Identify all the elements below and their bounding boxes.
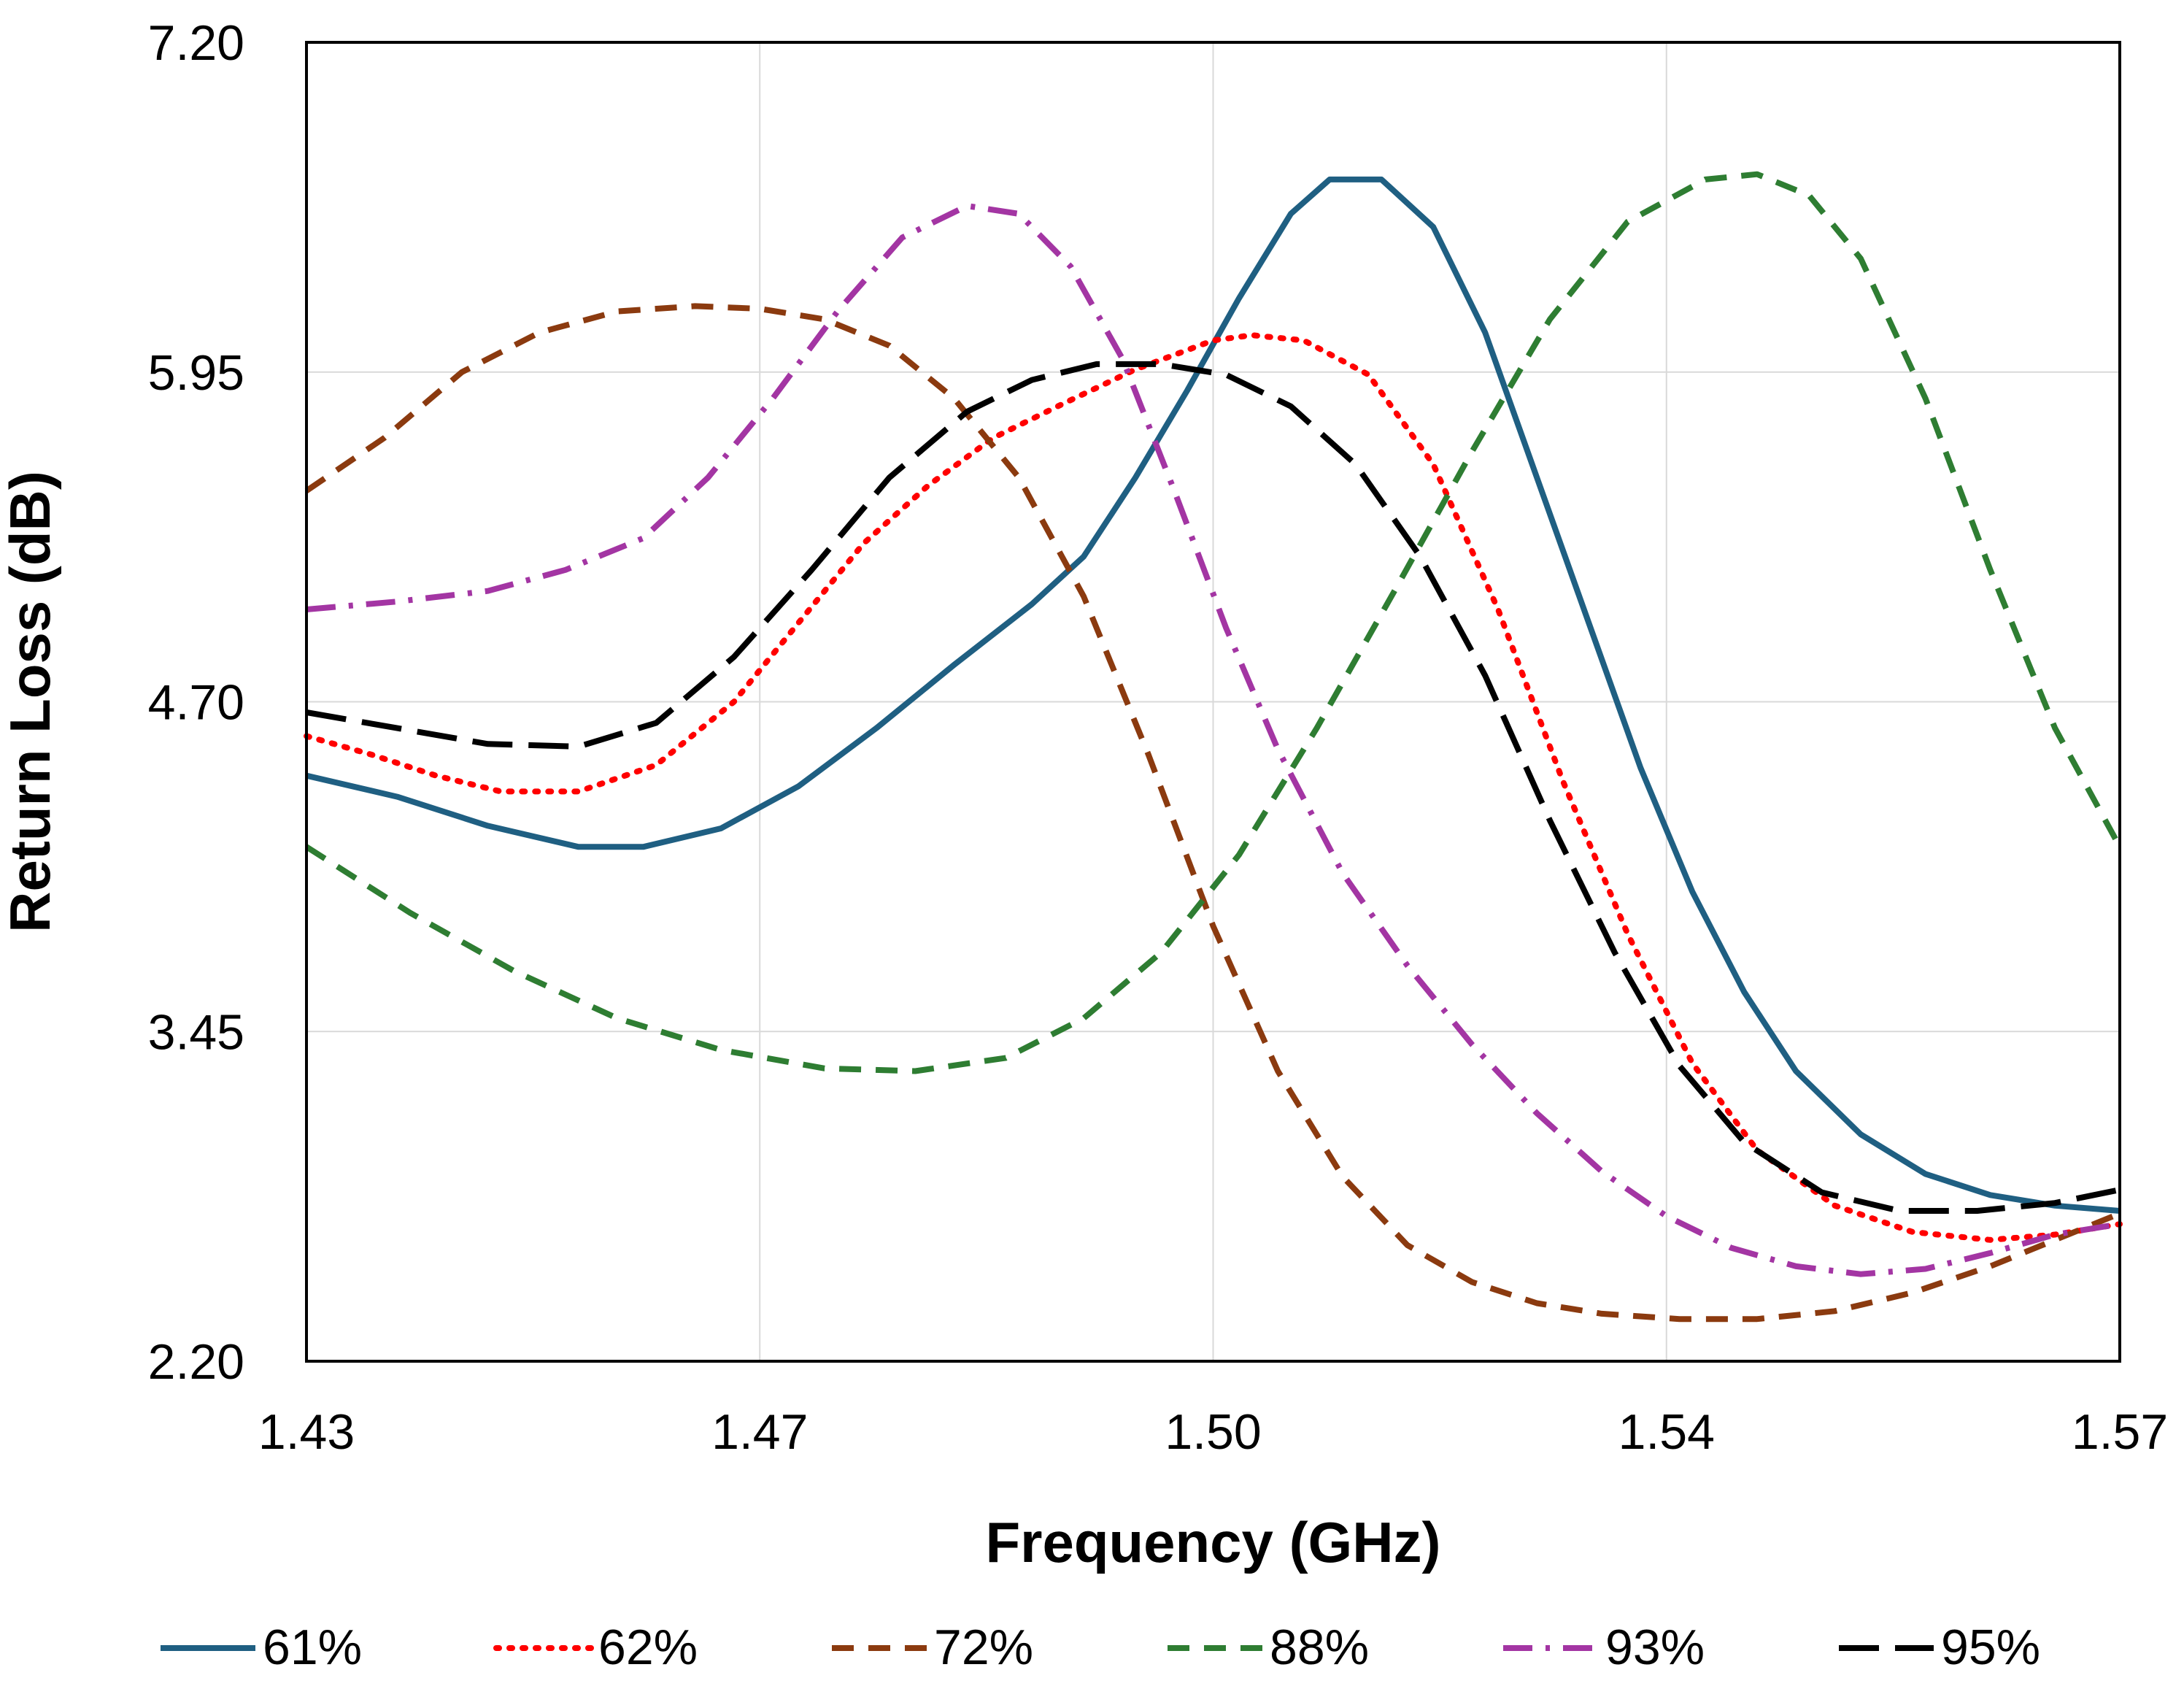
legend: 61% 62% 72% 88% 93% 95% xyxy=(161,1620,2040,1675)
y-axis-title: Return Loss (dB) xyxy=(0,471,62,933)
plot-frame xyxy=(305,41,2121,1363)
legend-label: 72% xyxy=(934,1620,1033,1675)
y-tick-label: 5.95 xyxy=(148,345,244,401)
legend-item: 88% xyxy=(1168,1620,1369,1675)
y-tick-label: 3.45 xyxy=(148,1004,244,1060)
series-line xyxy=(304,171,2123,1074)
x-tick-label: 1.57 xyxy=(2072,1404,2168,1460)
series-line xyxy=(306,361,2121,1214)
tick-layer: 1.43 1.47 1.50 1.54 1.57 2.20 3.45 4.70 5.95 7.20 xyxy=(148,15,2169,1460)
x-tick-label: 1.47 xyxy=(711,1404,808,1460)
series-line xyxy=(306,176,2121,1214)
x-tick-label: 1.54 xyxy=(1618,1404,1715,1460)
x-tick-label: 1.43 xyxy=(258,1404,355,1460)
series-layer xyxy=(304,171,2123,1323)
legend-item: 95% xyxy=(1839,1620,2040,1675)
y-tick-label: 7.20 xyxy=(148,15,244,71)
series-line xyxy=(304,332,2123,1243)
legend-label: 61% xyxy=(263,1620,362,1675)
x-tick-label: 1.50 xyxy=(1165,1404,1261,1460)
legend-item: 62% xyxy=(493,1620,698,1675)
x-axis-title: Frequency (GHz) xyxy=(985,1510,1440,1574)
legend-label: 93% xyxy=(1605,1620,1705,1675)
legend-label: 88% xyxy=(1270,1620,1369,1675)
legend-label: 95% xyxy=(1941,1620,2040,1675)
legend-item: 61% xyxy=(161,1620,362,1675)
series-line xyxy=(304,303,2121,1323)
y-tick-label: 4.70 xyxy=(148,675,244,731)
legend-item: 93% xyxy=(1503,1620,1705,1675)
y-tick-label: 2.20 xyxy=(148,1334,244,1390)
legend-item: 72% xyxy=(832,1620,1033,1675)
series-line xyxy=(306,203,2121,1277)
legend-label: 62% xyxy=(598,1620,698,1675)
